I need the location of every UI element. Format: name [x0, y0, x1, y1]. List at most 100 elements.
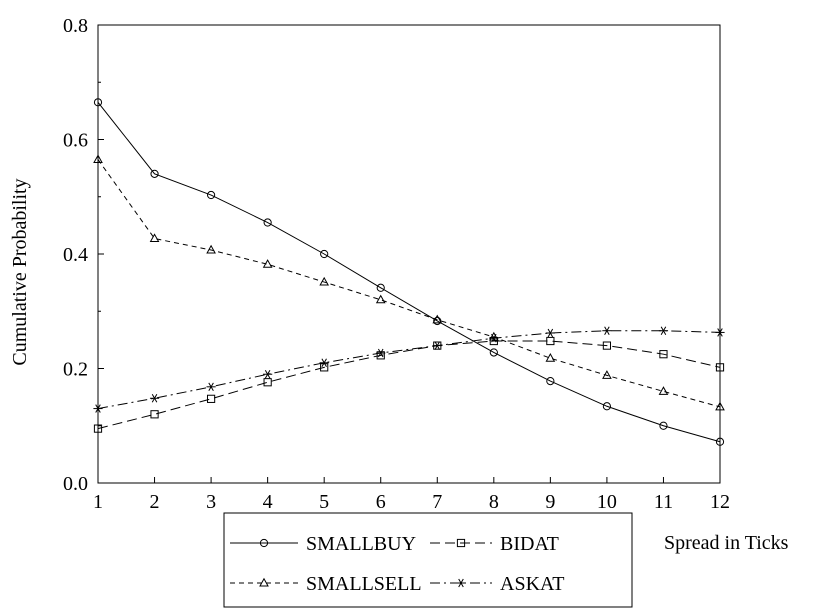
- legend-marker: [259, 538, 269, 548]
- series-line-askat: [97, 330, 721, 410]
- legend-marker: [456, 538, 466, 548]
- data-point-smallsell: [93, 154, 103, 164]
- data-point-smallbuy: [150, 169, 159, 178]
- data-point-smallsell: [432, 314, 443, 324]
- data-point-smallsell: [715, 401, 725, 411]
- data-point-smallbuy: [546, 376, 555, 386]
- data-point-smallbuy: [489, 348, 498, 357]
- y-tick-label: 0.8: [63, 15, 88, 37]
- data-point-smallsell: [149, 233, 160, 243]
- data-point-smallsell: [602, 370, 612, 379]
- x-tick-label: 3: [206, 491, 216, 513]
- data-point-smallsell: [375, 294, 386, 304]
- legend-item-smallsell: SMALLSELL: [230, 573, 422, 595]
- data-point-askat: [319, 358, 329, 368]
- data-point-smallbuy: [376, 283, 385, 292]
- series-line-smallsell: [97, 159, 721, 408]
- x-tick-label: 8: [489, 491, 499, 513]
- data-point-smallsell: [488, 331, 499, 341]
- legend-label: SMALLSELL: [306, 573, 422, 595]
- data-point-bidat: [263, 378, 272, 387]
- data-point-bidat: [659, 350, 668, 359]
- data-point-askat-stroke: [264, 369, 271, 379]
- data-point-smallbuy: [602, 402, 612, 411]
- x-tick-label: 10: [597, 491, 617, 513]
- y-tick-label: 0.0: [63, 473, 88, 495]
- data-point-askat: [93, 404, 103, 413]
- legend-label: ASKAT: [500, 573, 564, 595]
- data-point-bidat: [150, 410, 159, 419]
- legend-item-askat: ASKAT: [430, 573, 564, 595]
- legend: SMALLBUY SMALLSELL BIDAT ASKAT: [223, 512, 633, 608]
- data-point-askat: [602, 326, 612, 335]
- x-tick-label: 7: [432, 491, 442, 513]
- x-tick-label: 4: [263, 491, 273, 513]
- x-tick-label: 2: [150, 491, 160, 513]
- data-point-bidat: [93, 424, 103, 433]
- legend-marker-stroke: [458, 578, 464, 588]
- legend-item-smallbuy: SMALLBUY: [230, 533, 416, 555]
- data-point-askat-stroke: [660, 326, 667, 335]
- data-point-askat: [545, 328, 555, 338]
- data-point-askat-stroke: [717, 328, 723, 337]
- x-tick-label: 1: [93, 491, 103, 513]
- data-point-smallsell: [319, 276, 330, 286]
- data-point-smallbuy: [93, 98, 103, 107]
- data-point-smallsell: [206, 244, 216, 254]
- plot-frame: [97, 24, 721, 484]
- data-point-askat: [658, 326, 669, 335]
- data-point-askat: [715, 328, 725, 337]
- x-axis-label: Spread in Ticks: [664, 532, 789, 554]
- y-tick-label: 0.2: [63, 359, 88, 381]
- x-axis: 1 2 3 4 5 6 7 8 9 10 11 12: [93, 477, 730, 513]
- y-axis: 0.0 0.2 0.4 0.6 0.8: [63, 15, 104, 495]
- data-point-smallbuy: [715, 437, 725, 446]
- series-smallsell: [93, 154, 725, 411]
- data-point-smallbuy: [659, 421, 668, 430]
- series-askat: [93, 326, 725, 413]
- legend-label: SMALLBUY: [306, 533, 416, 555]
- legend-label: BIDAT: [500, 533, 559, 555]
- x-tick-label: 9: [545, 491, 555, 513]
- data-point-bidat: [546, 336, 555, 346]
- data-point-smallsell: [545, 352, 556, 362]
- data-point-askat-stroke: [95, 404, 101, 413]
- data-point-bidat: [715, 363, 725, 372]
- data-point-smallbuy: [433, 316, 442, 326]
- x-tick-label: 5: [319, 491, 329, 513]
- x-tick-label: 12: [710, 491, 730, 513]
- y-axis-label: Cumulative Probability: [9, 178, 31, 365]
- data-point-askat: [206, 382, 216, 392]
- data-point-smallsell: [658, 386, 669, 395]
- legend-marker: [456, 578, 466, 588]
- data-point-askat: [376, 348, 386, 358]
- data-point-askat-stroke: [377, 348, 384, 358]
- y-tick-label: 0.6: [63, 130, 88, 152]
- series-smallbuy: [93, 98, 725, 446]
- data-point-askat-stroke: [434, 341, 441, 350]
- data-point-bidat: [376, 351, 385, 360]
- legend-box: [223, 512, 633, 608]
- data-point-askat: [149, 394, 160, 403]
- data-point-askat-stroke: [321, 358, 327, 368]
- data-point-askat-stroke: [547, 328, 554, 338]
- data-point-askat: [263, 369, 273, 379]
- data-point-askat-stroke: [208, 382, 214, 392]
- data-point-askat-stroke: [604, 326, 610, 335]
- data-point-askat-stroke: [491, 333, 497, 343]
- data-point-smallsell: [262, 259, 273, 268]
- x-tick-label: 6: [376, 491, 386, 513]
- data-point-askat-stroke: [151, 394, 158, 403]
- legend-marker: [259, 577, 269, 587]
- series-line-bidat: [97, 340, 721, 430]
- data-point-askat: [489, 333, 499, 343]
- series-line-smallbuy: [97, 101, 721, 443]
- data-point-smallbuy: [320, 249, 329, 259]
- legend-item-bidat: BIDAT: [430, 533, 559, 555]
- x-tick-label: 11: [654, 491, 673, 513]
- y-tick-label: 0.4: [63, 244, 88, 266]
- data-point-smallbuy: [206, 190, 216, 200]
- series-bidat: [93, 336, 725, 433]
- data-point-bidat: [206, 394, 216, 403]
